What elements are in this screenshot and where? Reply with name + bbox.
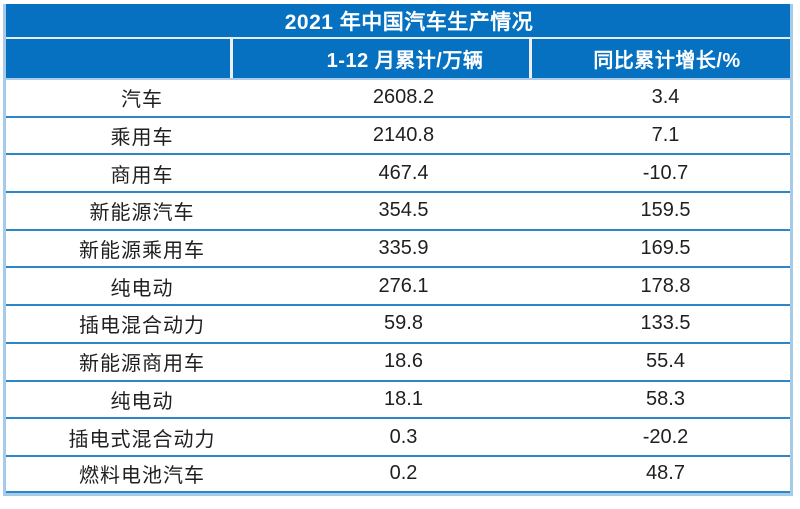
header-yoy-growth: 同比累计增长/% (529, 39, 790, 78)
row-cumulative: 0.3 (389, 425, 418, 448)
row-label: 纯电动 (110, 390, 174, 413)
table-row: 新能源商用车 18.6 55.4 (6, 341, 790, 380)
row-yoy: 58.3 (646, 387, 685, 410)
row-label: 新能源乘用车 (79, 240, 205, 263)
table-row: 燃料电池汽车 0.2 48.7 (6, 454, 790, 493)
row-yoy: 169.5 (640, 237, 691, 260)
table-row: 商用车 467.4 -10.7 (6, 153, 790, 192)
table-row: 插电混合动力 59.8 133.5 (6, 304, 790, 342)
row-yoy: 48.7 (646, 462, 685, 485)
row-cumulative: 276.1 (378, 274, 429, 297)
row-yoy: 178.8 (640, 274, 691, 297)
row-label: 插电混合动力 (79, 315, 205, 338)
row-cumulative: 18.6 (384, 350, 423, 373)
table-row: 汽车 2608.2 3.4 (6, 78, 790, 116)
table-header: 1-12 月累计/万辆 同比累计增长/% (6, 37, 790, 78)
row-yoy: 3.4 (651, 86, 680, 109)
row-label: 乘用车 (110, 127, 174, 150)
row-yoy: 133.5 (640, 312, 691, 335)
row-yoy: -20.2 (642, 425, 689, 448)
row-yoy: -10.7 (642, 161, 689, 184)
table-row: 插电式混合动力 0.3 -20.2 (6, 417, 790, 455)
row-label: 新能源商用车 (79, 353, 205, 376)
table-row: 新能源乘用车 335.9 169.5 (6, 228, 790, 267)
row-label: 商用车 (110, 164, 174, 187)
header-category (6, 39, 230, 78)
row-cumulative: 2140.8 (372, 124, 435, 147)
table-row: 纯电动 276.1 178.8 (6, 266, 790, 305)
row-cumulative: 0.2 (389, 462, 418, 485)
row-yoy: 159.5 (640, 199, 691, 222)
table-row: 新能源汽车 354.5 159.5 (6, 191, 790, 229)
row-label: 插电式混合动力 (68, 428, 216, 451)
row-label: 纯电动 (110, 277, 174, 300)
table-row: 乘用车 2140.8 7.1 (6, 115, 790, 154)
row-cumulative: 59.8 (384, 312, 423, 335)
row-cumulative: 335.9 (378, 237, 429, 260)
row-yoy: 7.1 (651, 124, 680, 147)
row-cumulative: 467.4 (378, 161, 429, 184)
production-table: 2021 年中国汽车生产情况 1-12 月累计/万辆 同比累计增长/% 汽车 2… (3, 4, 793, 496)
row-cumulative: 18.1 (384, 387, 423, 410)
header-cumulative: 1-12 月累计/万辆 (230, 39, 529, 78)
row-yoy: 55.4 (646, 350, 685, 373)
row-label: 新能源汽车 (89, 202, 195, 225)
row-label: 汽车 (121, 89, 163, 112)
row-label: 燃料电池汽车 (79, 465, 205, 488)
row-cumulative: 354.5 (378, 199, 429, 222)
table-title: 2021 年中国汽车生产情况 (6, 4, 790, 37)
row-cumulative: 2608.2 (372, 86, 435, 109)
table-row: 纯电动 18.1 58.3 (6, 379, 790, 418)
